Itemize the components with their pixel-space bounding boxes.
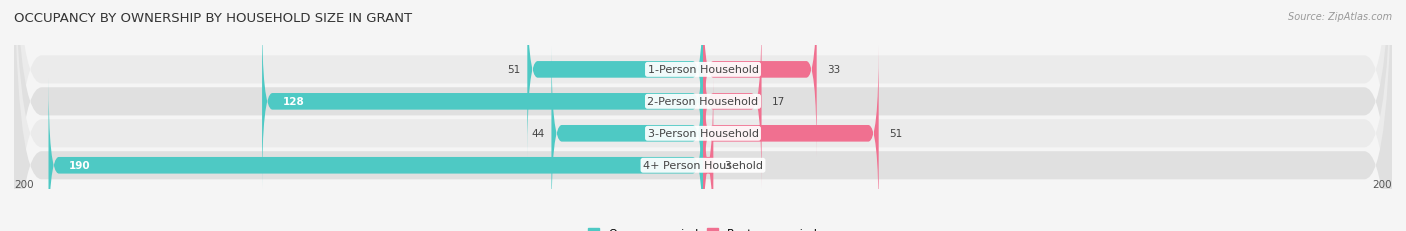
FancyBboxPatch shape	[551, 46, 703, 221]
FancyBboxPatch shape	[14, 0, 1392, 231]
Text: Source: ZipAtlas.com: Source: ZipAtlas.com	[1288, 12, 1392, 21]
FancyBboxPatch shape	[703, 46, 879, 221]
Text: 51: 51	[889, 129, 903, 139]
Text: 3: 3	[724, 161, 730, 170]
Text: 3-Person Household: 3-Person Household	[648, 129, 758, 139]
Text: 17: 17	[772, 97, 785, 107]
FancyBboxPatch shape	[262, 15, 703, 189]
FancyBboxPatch shape	[14, 0, 1392, 231]
FancyBboxPatch shape	[703, 15, 762, 189]
Legend: Owner-occupied, Renter-occupied: Owner-occupied, Renter-occupied	[588, 228, 818, 231]
Text: 1-Person Household: 1-Person Household	[648, 65, 758, 75]
FancyBboxPatch shape	[14, 0, 1392, 231]
Text: 2-Person Household: 2-Person Household	[647, 97, 759, 107]
Text: 190: 190	[69, 161, 91, 170]
Text: 4+ Person Household: 4+ Person Household	[643, 161, 763, 170]
FancyBboxPatch shape	[48, 78, 703, 231]
Text: 128: 128	[283, 97, 305, 107]
Text: OCCUPANCY BY OWNERSHIP BY HOUSEHOLD SIZE IN GRANT: OCCUPANCY BY OWNERSHIP BY HOUSEHOLD SIZE…	[14, 12, 412, 24]
Text: 44: 44	[531, 129, 544, 139]
Text: 51: 51	[508, 65, 520, 75]
FancyBboxPatch shape	[14, 0, 1392, 231]
Text: 200: 200	[14, 179, 34, 189]
FancyBboxPatch shape	[703, 78, 713, 231]
Text: 200: 200	[1372, 179, 1392, 189]
Text: 33: 33	[827, 65, 841, 75]
FancyBboxPatch shape	[527, 0, 703, 157]
FancyBboxPatch shape	[703, 0, 817, 157]
